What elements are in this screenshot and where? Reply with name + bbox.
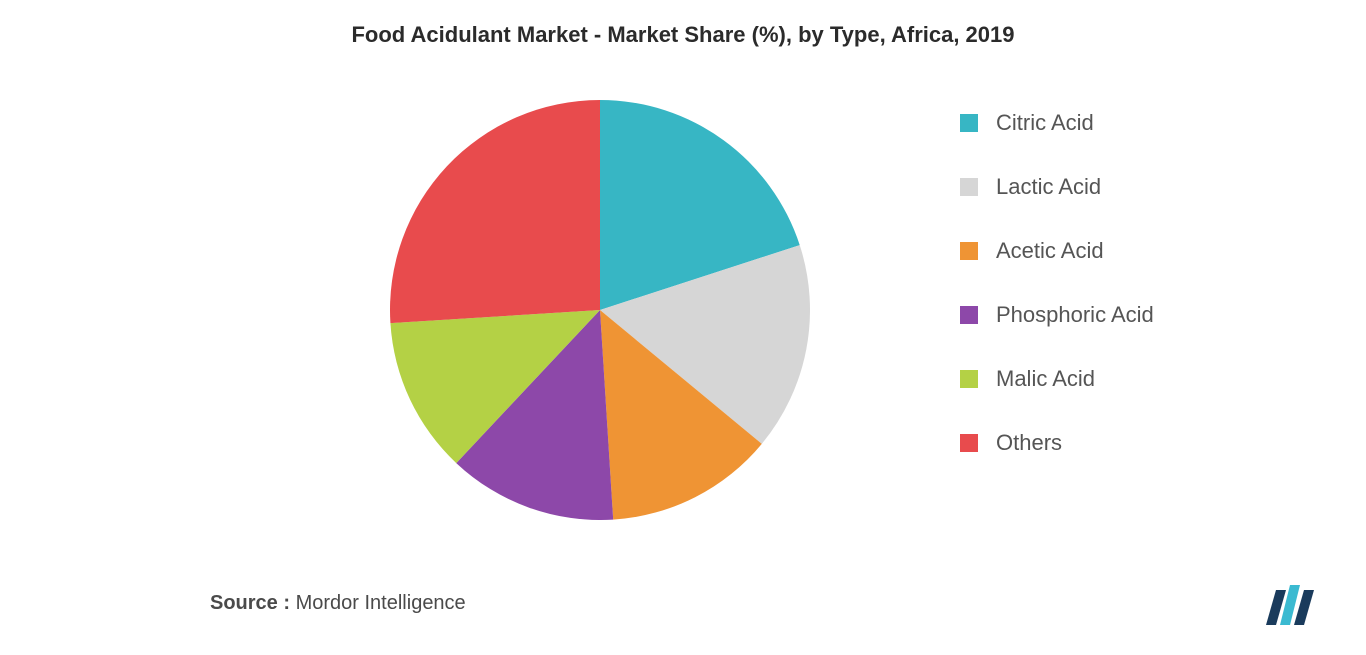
source-text: Mordor Intelligence — [296, 592, 466, 614]
chart-title: Food Acidulant Market - Market Share (%)… — [0, 0, 1366, 48]
source-label: Source : — [210, 592, 290, 614]
legend-label: Citric Acid — [996, 110, 1094, 136]
legend-label: Acetic Acid — [996, 238, 1104, 264]
brand-logo — [1266, 585, 1326, 625]
legend-item-phosphoric-acid: Phosphoric Acid — [960, 302, 1260, 328]
legend-swatch — [960, 370, 978, 388]
legend-item-others: Others — [960, 430, 1260, 456]
legend-label: Phosphoric Acid — [996, 302, 1154, 328]
legend-swatch — [960, 178, 978, 196]
legend-item-lactic-acid: Lactic Acid — [960, 174, 1260, 200]
chart-container: Food Acidulant Market - Market Share (%)… — [0, 0, 1366, 655]
legend-swatch — [960, 242, 978, 260]
legend: Citric Acid Lactic Acid Acetic Acid Phospho… — [960, 110, 1260, 494]
pie-chart — [390, 100, 810, 520]
chart-area: Citric Acid Lactic Acid Acetic Acid Phospho… — [0, 80, 1366, 550]
legend-label: Others — [996, 430, 1062, 456]
pie-slice-others — [390, 100, 600, 323]
legend-item-acetic-acid: Acetic Acid — [960, 238, 1260, 264]
legend-swatch — [960, 306, 978, 324]
legend-item-citric-acid: Citric Acid — [960, 110, 1260, 136]
legend-label: Malic Acid — [996, 366, 1095, 392]
legend-label: Lactic Acid — [996, 174, 1101, 200]
legend-swatch — [960, 434, 978, 452]
source-line: Source : Mordor Intelligence — [210, 592, 466, 615]
legend-swatch — [960, 114, 978, 132]
legend-item-malic-acid: Malic Acid — [960, 366, 1260, 392]
